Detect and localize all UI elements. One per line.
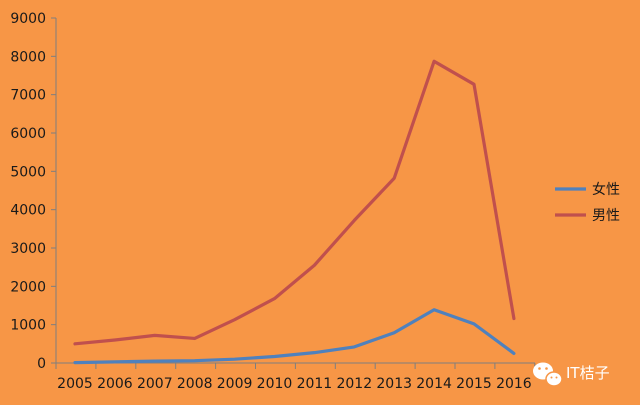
x-tick-label: 2005 [57,376,93,392]
x-tick-label: 2016 [496,376,532,392]
x-tick-label: 2010 [257,376,293,392]
y-tick-label: 8000 [10,49,46,65]
x-tick-label: 2009 [217,376,253,392]
y-tick-label: 9000 [10,11,46,27]
watermark-text: IT桔子 [566,364,610,382]
x-tick-label: 2014 [416,376,452,392]
y-tick-label: 0 [37,356,46,372]
series-group [73,59,516,365]
series-line-1 [73,59,516,346]
x-tick-label: 2007 [137,376,173,392]
watermark: IT桔子 [533,362,610,387]
x-axis: 2005 2006 2007 2008 2009 2010 2011 2012 2013 2014… [55,362,536,392]
y-tick-label: 5000 [10,164,46,180]
y-tick-label: 6000 [10,126,46,142]
y-tick-label: 1000 [10,318,46,334]
wechat-icon [533,362,563,387]
x-tick-label: 2006 [97,376,133,392]
y-axis: 0 1000 2000 3000 4000 5000 6000 7000 8000 9000 [10,11,57,372]
y-tick-label: 3000 [10,241,46,257]
y-tick-label: 2000 [10,279,46,295]
legend-label: 男性 [592,208,620,224]
x-tick-label: 2008 [177,376,213,392]
x-tick-label: 2011 [297,376,333,392]
x-tick-label: 2012 [336,376,372,392]
y-tick-label: 4000 [10,203,46,219]
legend-label: 女性 [592,181,620,198]
x-tick-label: 2015 [456,376,492,392]
x-tick-label: 2013 [376,376,412,392]
series-line-0 [73,308,516,365]
y-tick-label: 7000 [10,88,46,104]
